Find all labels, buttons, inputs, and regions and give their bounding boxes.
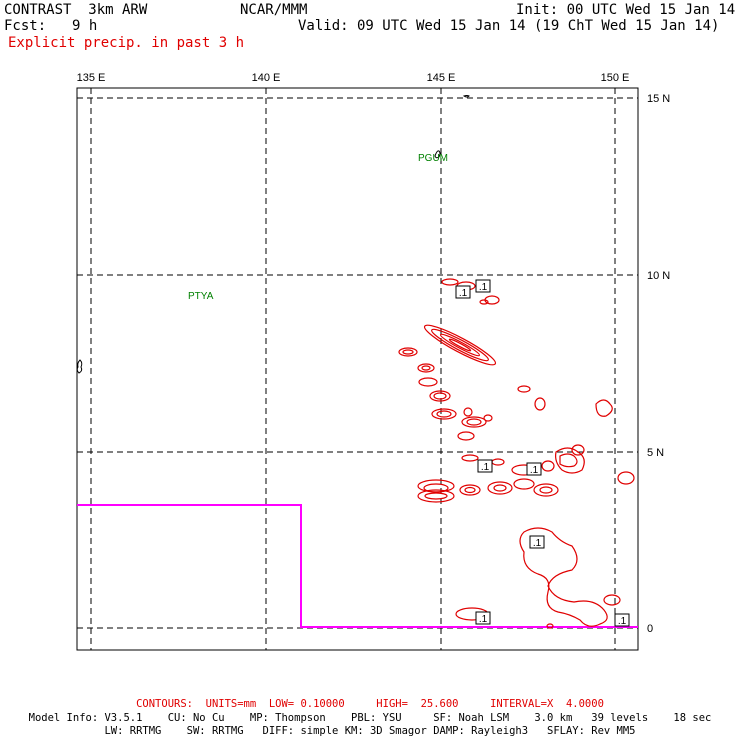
- island-guam: [434, 150, 441, 159]
- coastlines: [76, 95, 470, 374]
- lon-label-145: 145 E: [427, 72, 456, 84]
- contour-labels: .1 .1 .1 .1 .1 .1 .1: [455, 279, 630, 627]
- contour: [423, 483, 449, 493]
- contour: [439, 333, 481, 357]
- lon-label-140: 140 E: [252, 72, 281, 84]
- contour: [464, 486, 476, 494]
- contour-label: .1: [614, 613, 630, 627]
- contour-label: .1: [455, 285, 471, 299]
- init-time: Init: 00 UTC Wed 15 Jan 14: [516, 2, 736, 18]
- island-north: [462, 95, 470, 98]
- contour: [431, 408, 457, 420]
- contour: [539, 486, 553, 494]
- field-title: Explicit precip. in past 3 h: [8, 35, 245, 51]
- svg-text:.1: .1: [618, 616, 627, 627]
- contour: [461, 416, 487, 428]
- contour: [461, 454, 479, 462]
- island-west: [76, 359, 83, 374]
- station-pgum: PGUM: [418, 153, 448, 164]
- contour: [533, 483, 559, 497]
- contour: [559, 453, 578, 468]
- contour: [433, 392, 447, 400]
- inner-domain-boundary: [77, 504, 638, 628]
- map-frame: [76, 87, 639, 651]
- contour: [417, 363, 435, 373]
- contour: [424, 492, 448, 500]
- contour: [457, 431, 475, 441]
- svg-text:.1: .1: [479, 614, 488, 625]
- contour-label: .1: [477, 459, 493, 473]
- contour: [431, 328, 489, 362]
- contour: [448, 338, 472, 352]
- contour: [534, 397, 546, 411]
- model-info-line-2: LW: RRTMG SW: RRTMG DIFF: simple KM: 3D …: [104, 725, 636, 737]
- lat-label-15: 15 N: [647, 93, 670, 105]
- contour: [571, 444, 585, 456]
- contour: [421, 365, 431, 371]
- contour: [483, 414, 493, 422]
- lat-label-5: 5 N: [647, 447, 664, 459]
- svg-text:.1: .1: [481, 462, 490, 473]
- contour: [436, 410, 452, 418]
- contour: [463, 407, 473, 417]
- contour: [479, 299, 489, 305]
- contour: [441, 278, 459, 286]
- contour: [423, 324, 497, 366]
- contour: [517, 385, 531, 393]
- contour: [398, 347, 418, 357]
- contour: [546, 623, 554, 629]
- contour: [459, 484, 481, 496]
- contour: [493, 484, 507, 492]
- contour-label: .1: [529, 535, 545, 549]
- contour: [513, 478, 535, 490]
- lat-lon-grid: [77, 88, 638, 650]
- contour: [491, 458, 505, 466]
- contour: [541, 460, 555, 472]
- contour: [519, 527, 608, 627]
- org-label: NCAR/MMM: [240, 2, 308, 18]
- svg-text:.1: .1: [459, 288, 468, 299]
- contour: [595, 399, 613, 417]
- lat-label-10: 10 N: [647, 270, 670, 282]
- contour-label: .1: [475, 279, 491, 293]
- contour: [429, 390, 451, 402]
- valid-time: Valid: 09 UTC Wed 15 Jan 14 (19 ChT Wed …: [298, 18, 720, 34]
- forecast-hour: 9 h: [72, 18, 98, 34]
- forecast-label: Fcst:: [4, 18, 47, 34]
- contour: [402, 349, 414, 355]
- lon-label-135: 135 E: [77, 72, 106, 84]
- contour: [487, 481, 513, 495]
- station-ptya: PTYA: [188, 291, 214, 302]
- precip-contours: [398, 278, 635, 629]
- contour: [603, 594, 621, 606]
- contour: [466, 418, 482, 426]
- contour-info: CONTOURS: UNITS=mm LOW= 0.10000 HIGH= 25…: [136, 698, 604, 710]
- contour-label: .1: [475, 611, 491, 625]
- model-info-line-1: Model Info: V3.5.1 CU: No Cu MP: Thompso…: [28, 712, 712, 724]
- contour: [417, 489, 455, 503]
- contour-label: .1: [526, 462, 542, 476]
- svg-text:.1: .1: [533, 538, 542, 549]
- lat-label-0: 0: [647, 623, 653, 635]
- svg-text:.1: .1: [479, 282, 488, 293]
- model-title: CONTRAST 3km ARW: [4, 2, 148, 18]
- contour: [418, 377, 438, 387]
- contour: [617, 471, 635, 485]
- lon-label-150: 150 E: [601, 72, 630, 84]
- svg-text:.1: .1: [530, 465, 539, 476]
